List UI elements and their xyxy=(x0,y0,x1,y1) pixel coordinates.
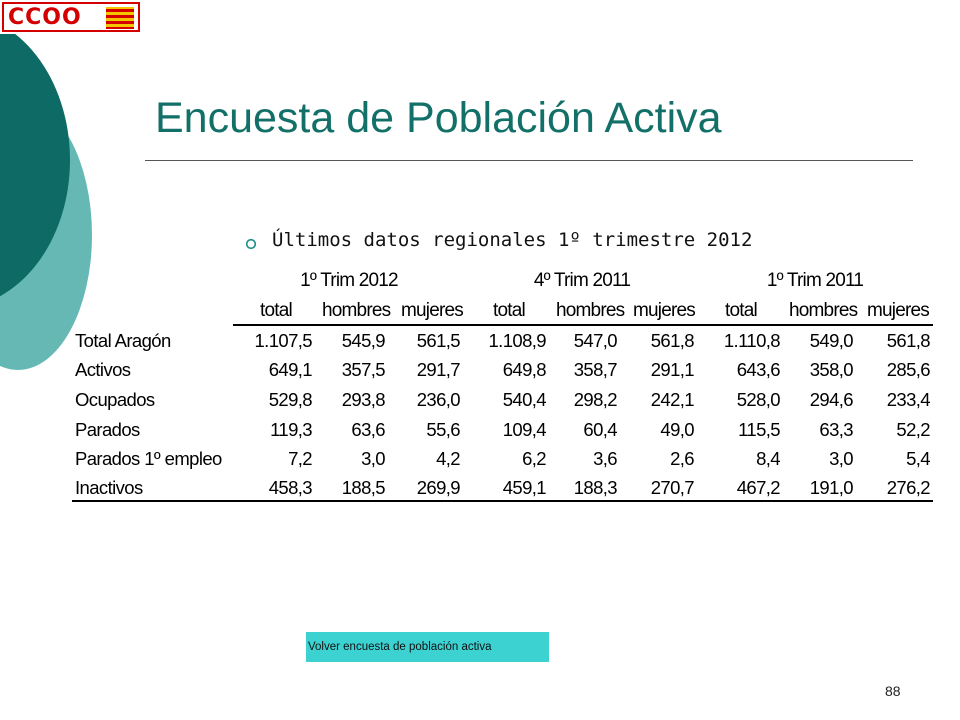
table-cell: 115,5 xyxy=(738,419,781,440)
table-cell: 109,4 xyxy=(502,419,547,440)
table-cell: 529,8 xyxy=(268,389,313,410)
table-cell: 3,0 xyxy=(361,448,386,469)
page-title: Encuesta de Población Activa xyxy=(155,94,722,142)
row-label: Parados 1º empleo xyxy=(75,448,222,469)
table-cell: 52,2 xyxy=(896,419,930,440)
subtitle: Últimos datos regionales 1º trimestre 20… xyxy=(272,229,753,251)
table-cell: 294,6 xyxy=(809,389,854,410)
column-header: total xyxy=(725,300,758,321)
table-cell: 5,4 xyxy=(906,448,931,469)
table-cell: 188,3 xyxy=(573,477,618,498)
table-cell: 649,1 xyxy=(268,359,313,380)
row-label: Total Aragón xyxy=(75,330,171,351)
table-cell: 2,6 xyxy=(670,448,695,469)
column-group-header: 1º Trim 2011 xyxy=(766,270,864,291)
table-cell: 358,7 xyxy=(573,359,618,380)
table-cell: 1.110,8 xyxy=(723,330,781,351)
row-label: Inactivos xyxy=(75,477,143,498)
table-cell: 236,0 xyxy=(416,389,461,410)
table-cell: 545,9 xyxy=(341,330,386,351)
table-cell: 63,3 xyxy=(819,419,853,440)
row-label: Activos xyxy=(75,359,131,380)
column-header: mujeres xyxy=(633,300,696,321)
table-cell: 4,2 xyxy=(436,448,461,469)
table-cell: 242,1 xyxy=(650,389,695,410)
table-cell: 293,8 xyxy=(341,389,386,410)
table-cell: 561,5 xyxy=(416,330,461,351)
table-cell: 3,6 xyxy=(593,448,618,469)
column-group-header: 4º Trim 2011 xyxy=(533,270,631,291)
table-cell: 8,4 xyxy=(756,448,781,469)
row-label: Ocupados xyxy=(75,389,155,410)
table-cell: 1.108,9 xyxy=(488,330,546,351)
column-header: mujeres xyxy=(401,300,464,321)
table-cell: 191,0 xyxy=(809,477,854,498)
table-cell: 188,5 xyxy=(341,477,386,498)
table-cell: 233,4 xyxy=(886,389,931,410)
table-cell: 547,0 xyxy=(573,330,618,351)
table-cell: 276,2 xyxy=(886,477,931,498)
column-group-header: 1º Trim 2012 xyxy=(300,270,398,291)
table-cell: 561,8 xyxy=(886,330,931,351)
table-rule xyxy=(72,500,933,502)
dark-teal-circle xyxy=(0,23,70,297)
column-header: hombres xyxy=(322,300,391,321)
table-cell: 63,6 xyxy=(351,419,385,440)
table-cell: 357,5 xyxy=(341,359,386,380)
table-cell: 1.107,5 xyxy=(254,330,312,351)
ccoo-logo: CCOO xyxy=(0,0,142,34)
table-cell: 549,0 xyxy=(809,330,854,351)
table-cell: 540,4 xyxy=(502,389,547,410)
table-cell: 6,2 xyxy=(522,448,547,469)
table-cell: 358,0 xyxy=(809,359,854,380)
table-cell: 55,6 xyxy=(426,419,460,440)
aragon-flag-icon xyxy=(106,7,134,29)
column-header: total xyxy=(260,300,293,321)
table-cell: 528,0 xyxy=(736,389,781,410)
table-cell: 561,8 xyxy=(650,330,695,351)
logo-text: CCOO xyxy=(8,5,82,30)
table-cell: 7,2 xyxy=(288,448,313,469)
table-cell: 49,0 xyxy=(660,419,694,440)
column-header: hombres xyxy=(789,300,858,321)
ring-bullet-icon xyxy=(245,238,257,250)
table-cell: 269,9 xyxy=(416,477,461,498)
row-label: Parados xyxy=(75,419,140,440)
table-cell: 3,0 xyxy=(829,448,854,469)
column-header: mujeres xyxy=(867,300,930,321)
table-cell: 119,3 xyxy=(270,419,313,440)
column-header: hombres xyxy=(556,300,625,321)
title-divider xyxy=(145,160,913,161)
table-cell: 298,2 xyxy=(573,389,618,410)
table-cell: 60,4 xyxy=(583,419,617,440)
table-cell: 459,1 xyxy=(502,477,547,498)
column-header: total xyxy=(493,300,526,321)
table-cell: 458,3 xyxy=(268,477,313,498)
back-link-button[interactable]: Volver encuesta de población activa xyxy=(306,632,549,662)
table-cell: 467,2 xyxy=(736,477,781,498)
table-cell: 291,1 xyxy=(650,359,695,380)
table-cell: 643,6 xyxy=(736,359,781,380)
table-cell: 649,8 xyxy=(502,359,547,380)
table-rule xyxy=(233,324,933,326)
table-cell: 270,7 xyxy=(650,477,695,498)
table-cell: 291,7 xyxy=(416,359,461,380)
page-number: 88 xyxy=(885,683,901,699)
table-cell: 285,6 xyxy=(886,359,931,380)
